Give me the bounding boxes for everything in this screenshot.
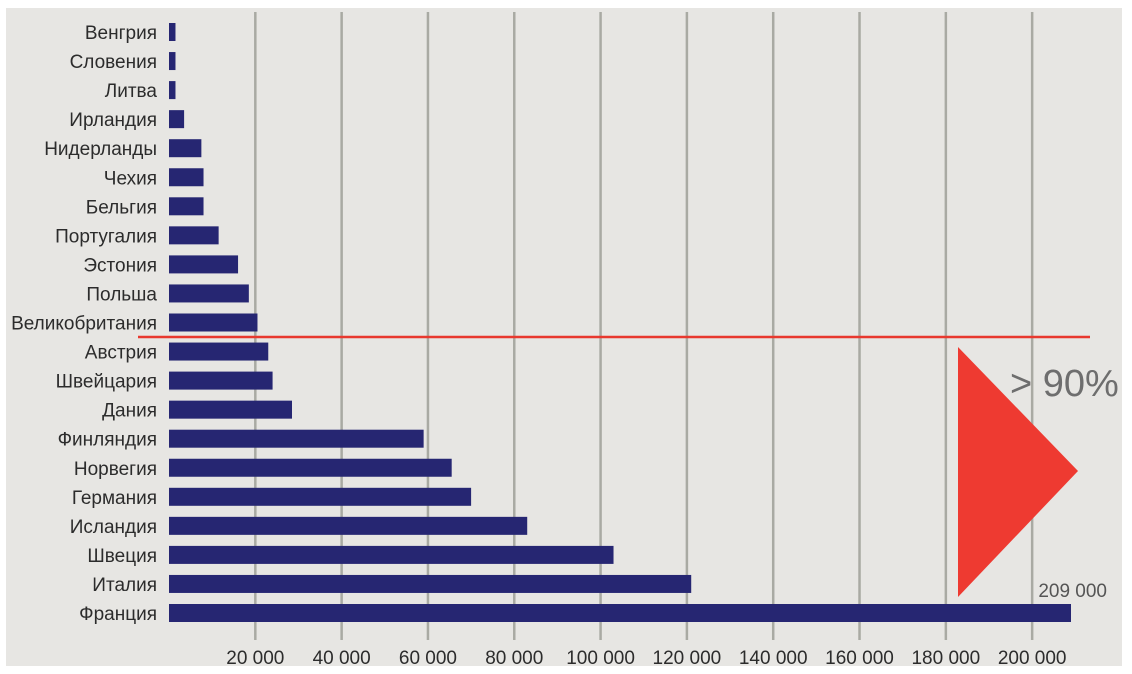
bar-12 xyxy=(169,371,273,390)
category-label: Венгрия xyxy=(85,23,157,44)
category-label: Литва xyxy=(105,81,158,102)
category-label: Ирландия xyxy=(69,110,157,131)
bar-20 xyxy=(169,604,1071,622)
x-tick-label: 160 000 xyxy=(825,648,894,669)
max-value-label: 209 000 xyxy=(1038,581,1107,602)
category-label: Франция xyxy=(79,604,157,625)
category-label: Финляндия xyxy=(58,430,157,451)
category-label: Исландия xyxy=(70,517,157,538)
grid-layer xyxy=(254,12,1034,640)
bar-0 xyxy=(169,23,176,41)
percent-triangle xyxy=(958,347,1078,597)
bar-layer xyxy=(169,23,1071,622)
category-label-layer: Венгрия Словения Литва Ирландия Нидерланды Че… xyxy=(11,23,157,625)
bar-5 xyxy=(169,168,204,187)
bar-14 xyxy=(169,429,424,448)
category-label: Португалия xyxy=(55,226,157,247)
x-tick-layer: 20 000 40 000 60 000 80 000 100 000 120 000 14… xyxy=(226,648,1066,669)
category-label: Италия xyxy=(92,575,157,596)
bar-11 xyxy=(169,342,269,361)
bar-17 xyxy=(169,516,528,535)
category-label: Швейцария xyxy=(56,372,157,393)
x-tick-label: 60 000 xyxy=(399,648,457,669)
bar-16 xyxy=(169,487,472,506)
x-tick-label: 80 000 xyxy=(485,648,543,669)
bar-15 xyxy=(169,458,452,477)
bar-9 xyxy=(169,284,249,303)
x-tick-label: 200 000 xyxy=(998,648,1067,669)
x-tick-label: 120 000 xyxy=(653,648,722,669)
category-label: Австрия xyxy=(85,343,157,364)
category-label: Словения xyxy=(70,52,157,73)
x-tick-label: 140 000 xyxy=(739,648,808,669)
bar-6 xyxy=(169,197,204,216)
category-label: Эстония xyxy=(83,255,157,276)
category-label: Германия xyxy=(72,488,157,509)
bar-13 xyxy=(169,400,292,419)
x-tick-label: 100 000 xyxy=(566,648,635,669)
bar-18 xyxy=(169,545,614,564)
category-label: Швеция xyxy=(87,546,157,567)
bar-3 xyxy=(169,110,185,129)
bar-10 xyxy=(169,313,258,332)
category-label: Бельгия xyxy=(86,197,157,218)
category-label: Чехия xyxy=(104,168,157,189)
x-tick-label: 20 000 xyxy=(226,648,284,669)
x-tick-label: 40 000 xyxy=(313,648,371,669)
percent-label: > 90% xyxy=(1010,363,1119,405)
category-label: Норвегия xyxy=(74,459,157,480)
bar-7 xyxy=(169,226,219,245)
category-label: Польша xyxy=(86,284,157,305)
x-tick-label: 180 000 xyxy=(911,648,980,669)
bar-4 xyxy=(169,139,202,158)
category-label: Великобритания xyxy=(11,314,157,335)
bar-8 xyxy=(169,255,239,274)
bar-1 xyxy=(169,52,176,71)
category-label: Дания xyxy=(102,401,157,422)
bar-19 xyxy=(169,574,692,593)
bar-2 xyxy=(169,81,176,100)
category-label: Нидерланды xyxy=(44,139,157,160)
